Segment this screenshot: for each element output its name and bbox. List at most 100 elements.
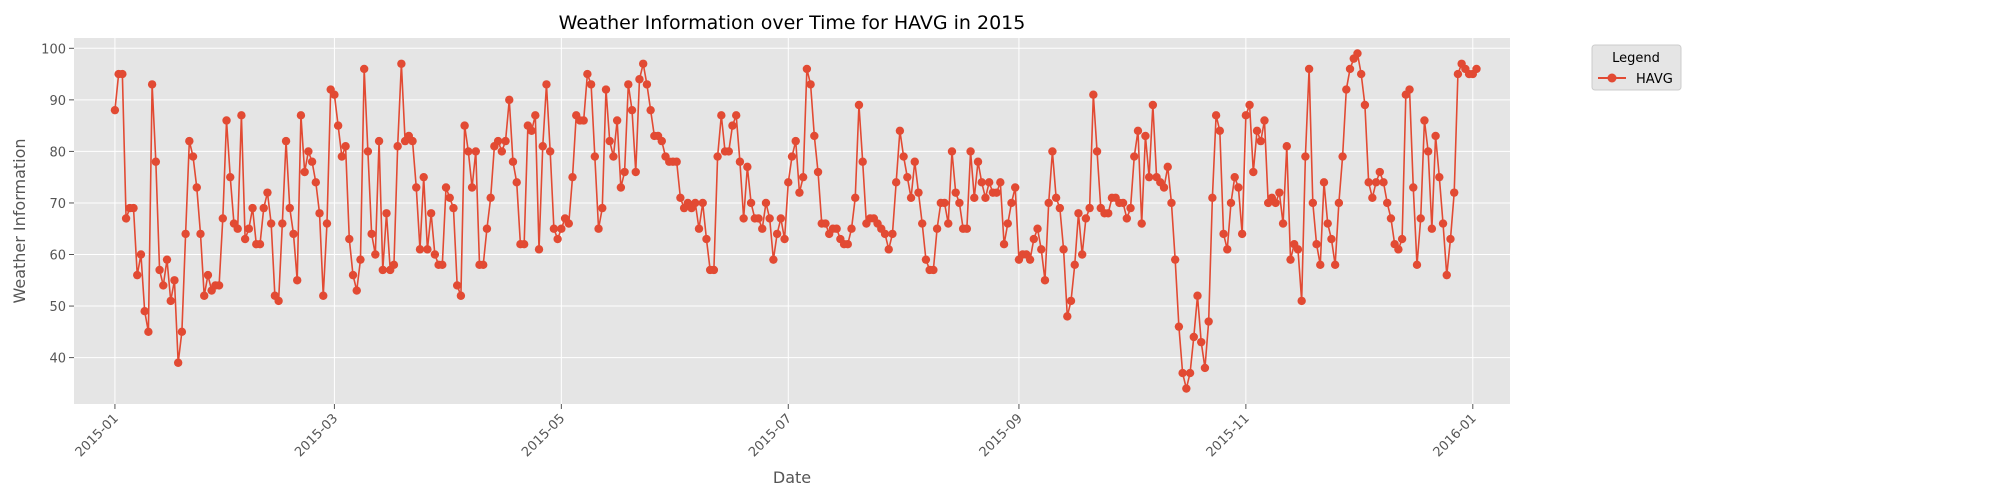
data-point <box>1204 317 1213 326</box>
data-point <box>1342 85 1351 94</box>
data-point <box>1167 198 1176 208</box>
data-point <box>162 255 172 264</box>
data-point <box>512 178 521 187</box>
data-point <box>1241 111 1251 120</box>
data-point <box>430 250 440 259</box>
data-point <box>356 255 365 264</box>
data-point <box>300 167 309 177</box>
data-point <box>758 224 767 233</box>
data-point <box>140 307 149 316</box>
data-point <box>970 193 979 202</box>
data-point <box>1215 126 1225 135</box>
data-point <box>1301 152 1310 161</box>
data-point <box>620 167 629 177</box>
x-tick-label: 2015-01 <box>73 411 122 460</box>
data-point <box>888 229 897 239</box>
data-point <box>170 276 179 285</box>
data-point <box>319 291 328 300</box>
data-point <box>1345 64 1355 74</box>
data-point <box>1442 270 1451 280</box>
data-point <box>412 183 421 192</box>
data-point <box>557 224 566 233</box>
data-point <box>579 116 588 125</box>
data-point <box>1104 209 1113 218</box>
data-point <box>1033 224 1042 233</box>
data-point <box>1040 276 1050 285</box>
data-point <box>910 157 919 166</box>
data-point <box>441 183 451 192</box>
data-point <box>769 255 778 264</box>
data-point <box>1423 147 1433 156</box>
data-point <box>333 121 343 130</box>
data-point <box>244 224 254 233</box>
data-point <box>185 136 194 146</box>
data-point <box>1416 214 1425 223</box>
data-point <box>1334 198 1344 208</box>
data-point <box>200 291 209 300</box>
data-point <box>1011 183 1020 192</box>
data-point <box>382 209 391 218</box>
data-point <box>1208 193 1217 202</box>
data-point <box>973 157 983 166</box>
data-point <box>289 229 298 239</box>
data-point <box>1364 178 1373 187</box>
data-point <box>497 147 507 156</box>
data-point <box>129 203 138 213</box>
data-point <box>389 260 399 270</box>
legend-title: Legend <box>1612 51 1660 66</box>
data-point <box>181 229 190 239</box>
data-point <box>1077 250 1087 259</box>
data-point <box>426 209 436 218</box>
data-point <box>918 219 927 228</box>
data-point <box>460 121 469 130</box>
data-point <box>966 147 975 156</box>
data-point <box>248 203 257 213</box>
data-point <box>921 255 931 264</box>
data-point <box>1278 219 1288 228</box>
data-point <box>1063 312 1072 321</box>
data-point <box>1394 245 1403 254</box>
data-point <box>341 142 350 151</box>
data-point <box>996 178 1005 187</box>
data-point <box>203 270 213 280</box>
y-tick-label: 60 <box>49 249 66 264</box>
data-point <box>218 214 228 223</box>
data-point <box>598 203 607 213</box>
data-point <box>307 157 317 166</box>
data-point <box>992 188 1001 197</box>
data-point <box>1230 172 1239 182</box>
data-point <box>1081 214 1091 223</box>
data-point <box>1037 245 1046 254</box>
data-point <box>1249 167 1258 177</box>
data-point <box>1178 368 1187 378</box>
y-axis-ticks: 40 50 60 70 80 90 100 <box>41 42 74 367</box>
data-point <box>981 193 990 202</box>
data-point <box>1420 116 1429 125</box>
data-point <box>694 224 704 233</box>
data-point <box>1163 162 1172 172</box>
data-point <box>531 111 540 120</box>
data-point <box>371 250 380 259</box>
data-point <box>999 240 1009 249</box>
data-point <box>1431 131 1440 141</box>
data-point <box>929 265 938 275</box>
data-point <box>832 224 841 233</box>
y-tick-label: 40 <box>49 352 66 367</box>
data-point <box>702 234 711 244</box>
data-point <box>144 327 153 337</box>
data-point <box>1360 100 1370 110</box>
data-point <box>1074 209 1083 218</box>
data-point <box>438 260 447 270</box>
data-point <box>798 172 808 182</box>
data-point <box>505 95 514 105</box>
data-point <box>1371 178 1381 187</box>
data-point <box>691 198 700 208</box>
data-point <box>345 234 354 244</box>
data-point <box>743 162 752 172</box>
data-point <box>851 193 860 202</box>
data-point <box>1282 142 1291 151</box>
data-point <box>147 80 157 89</box>
data-point <box>1130 152 1139 161</box>
data-point <box>1122 214 1132 223</box>
